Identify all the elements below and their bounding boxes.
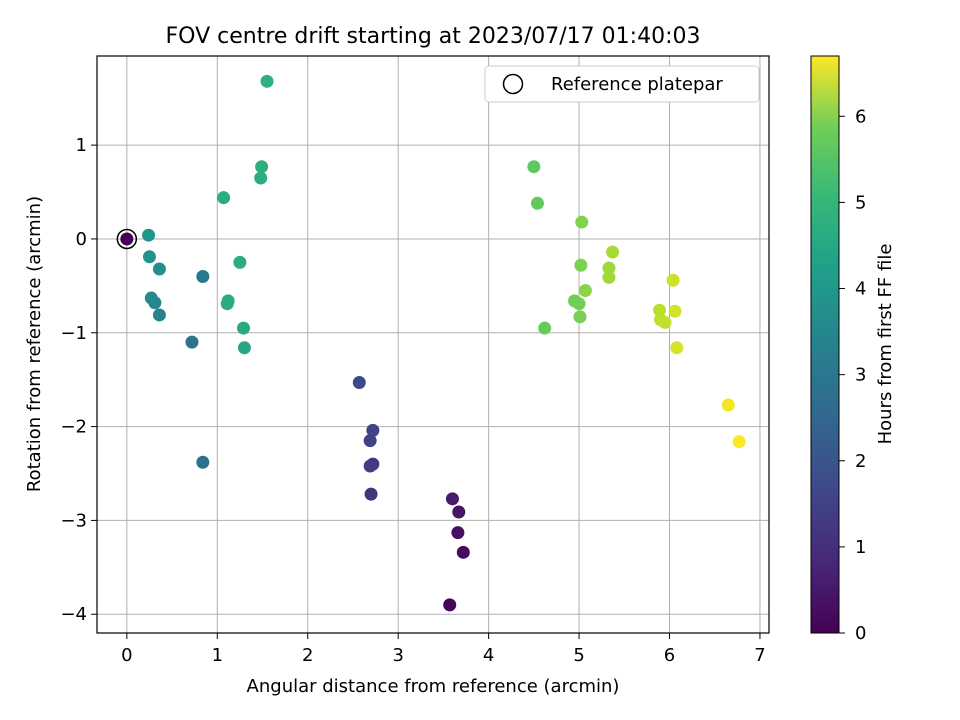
data-point bbox=[142, 228, 156, 242]
x-axis-ticks: 0 1 2 3 4 5 6 7 bbox=[121, 633, 766, 666]
data-point bbox=[217, 191, 231, 205]
data-point bbox=[366, 423, 380, 437]
data-point bbox=[658, 315, 672, 329]
y-axis-label: Rotation from reference (arcmin) bbox=[24, 196, 45, 492]
plot-area-frame bbox=[96, 55, 770, 634]
data-point bbox=[364, 487, 378, 501]
data-point bbox=[237, 321, 251, 335]
colorbar-tick-label: 0 bbox=[855, 623, 866, 644]
data-point bbox=[452, 505, 466, 519]
colorbar-ticks: 0 1 2 3 4 5 6 bbox=[839, 106, 866, 644]
data-point bbox=[120, 232, 134, 246]
grid-lines bbox=[97, 56, 769, 633]
y-tick-label: 1 bbox=[76, 135, 87, 156]
data-point bbox=[606, 245, 620, 259]
data-point bbox=[530, 196, 544, 210]
data-point bbox=[445, 492, 459, 506]
data-point bbox=[653, 303, 667, 317]
y-tick-label: −3 bbox=[60, 510, 87, 531]
data-point bbox=[578, 284, 592, 298]
data-point bbox=[666, 273, 680, 287]
data-point bbox=[443, 598, 457, 612]
x-tick-label: 5 bbox=[573, 645, 584, 666]
x-tick-label: 1 bbox=[212, 645, 223, 666]
data-point bbox=[572, 297, 586, 311]
data-point bbox=[220, 297, 234, 311]
x-tick-label: 0 bbox=[121, 645, 132, 666]
data-point bbox=[574, 258, 588, 272]
data-point bbox=[254, 171, 268, 185]
x-tick-label: 3 bbox=[392, 645, 403, 666]
reference-marker bbox=[116, 228, 138, 250]
data-point bbox=[260, 74, 274, 88]
reference-point-marker bbox=[116, 228, 138, 250]
data-point bbox=[456, 545, 470, 559]
x-tick-label: 7 bbox=[754, 645, 765, 666]
colorbar-tick-label: 6 bbox=[855, 106, 866, 127]
data-point bbox=[142, 250, 156, 264]
data-point bbox=[363, 459, 377, 473]
chart-title: FOV centre drift starting at 2023/07/17 … bbox=[166, 24, 701, 49]
data-point bbox=[352, 375, 366, 389]
data-point bbox=[668, 304, 682, 318]
data-points bbox=[120, 74, 746, 612]
colorbar-tick-label: 3 bbox=[855, 365, 866, 386]
colorbar-tick-label: 4 bbox=[855, 279, 866, 300]
y-axis-ticks: 1 0 −1 −2 −3 −4 bbox=[60, 135, 97, 625]
data-point bbox=[451, 526, 465, 540]
colorbar: 0 1 2 3 4 5 6 Hours from first FF file bbox=[810, 55, 896, 644]
data-point bbox=[538, 321, 552, 335]
data-point bbox=[363, 434, 377, 448]
data-point bbox=[575, 215, 589, 229]
legend-reference-marker bbox=[502, 73, 524, 95]
legend-entry-label: Reference platepar bbox=[551, 74, 723, 95]
colorbar-tick-label: 5 bbox=[855, 192, 866, 213]
legend-box bbox=[484, 65, 760, 103]
x-tick-label: 6 bbox=[664, 645, 675, 666]
data-point bbox=[185, 335, 199, 349]
x-axis-label: Angular distance from reference (arcmin) bbox=[247, 676, 620, 697]
y-tick-label: −1 bbox=[60, 323, 87, 344]
data-point bbox=[527, 160, 541, 174]
data-point bbox=[196, 455, 210, 469]
data-point bbox=[573, 310, 587, 324]
legend: Reference platepar bbox=[484, 65, 760, 103]
x-tick-label: 4 bbox=[483, 645, 494, 666]
data-point bbox=[255, 160, 269, 174]
data-point bbox=[152, 262, 166, 276]
data-point bbox=[237, 341, 251, 355]
data-point bbox=[144, 291, 158, 305]
colorbar-tick-label: 1 bbox=[855, 537, 866, 558]
colorbar-label: Hours from first FF file bbox=[875, 244, 896, 445]
x-tick-label: 2 bbox=[302, 645, 313, 666]
data-point bbox=[732, 435, 746, 449]
data-point bbox=[670, 341, 684, 355]
data-point bbox=[721, 398, 735, 412]
y-tick-label: −4 bbox=[60, 604, 87, 625]
data-point bbox=[602, 261, 616, 275]
data-point bbox=[152, 308, 166, 322]
data-point bbox=[233, 255, 247, 269]
data-point bbox=[196, 269, 210, 283]
colorbar-tick-label: 2 bbox=[855, 451, 866, 472]
y-tick-label: 0 bbox=[76, 229, 87, 250]
y-tick-label: −2 bbox=[60, 417, 87, 438]
data-point bbox=[602, 270, 616, 284]
colorbar-gradient bbox=[810, 55, 840, 634]
